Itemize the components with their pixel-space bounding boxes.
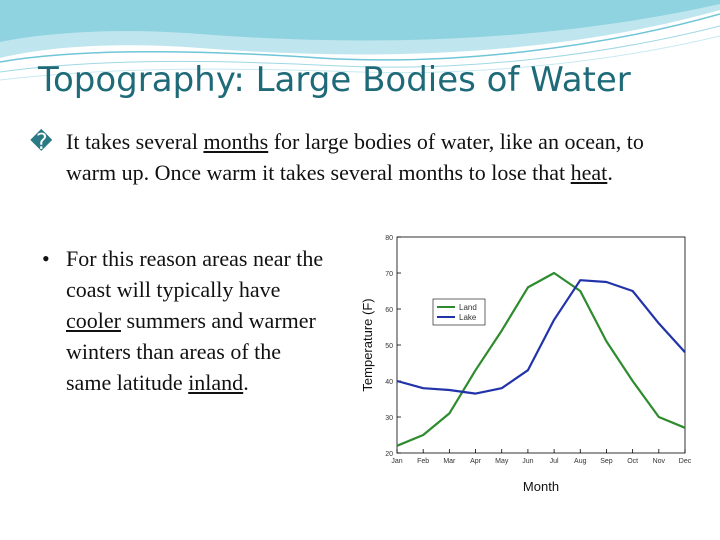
x-tick-label: Oct xyxy=(627,458,638,465)
y-tick-label: 30 xyxy=(385,415,393,422)
x-axis-label: Month xyxy=(523,479,559,494)
underlined-inland: inland xyxy=(188,370,244,395)
temperature-chart-svg: 20 30 40 50 60 70 80 Jan Feb Mar Apr May Jun Jul Aug Se… xyxy=(360,235,692,494)
bullet-text: For this reason areas near the coast wil… xyxy=(66,246,324,395)
x-tick-label: Feb xyxy=(417,458,429,465)
y-tick-label: 60 xyxy=(385,307,393,314)
x-tick-label: Sep xyxy=(600,458,613,465)
y-tick-label: 70 xyxy=(385,271,393,278)
y-tick-label: 80 xyxy=(385,235,393,242)
series-line-lake xyxy=(396,279,686,395)
x-tick-label: Jan xyxy=(391,458,402,465)
legend-box xyxy=(432,298,486,326)
underlined-months: months xyxy=(203,129,269,154)
underlined-heat: heat xyxy=(570,160,608,185)
x-tick-label: Aug xyxy=(574,458,587,465)
bullet-text: It takes several months for large bodies… xyxy=(66,129,644,185)
x-tick-label: Nov xyxy=(653,458,666,465)
header-wave-decoration xyxy=(0,0,720,81)
x-tick-label: May xyxy=(495,458,509,465)
bullet-ocean-warming: � It takes several months for large bodi… xyxy=(30,126,680,188)
y-tick-label: 50 xyxy=(385,343,393,350)
bullet-dot: • xyxy=(42,246,50,271)
temperature-chart: 20 30 40 50 60 70 80 Jan Feb Mar Apr May Jun Jul Aug Se… xyxy=(355,217,697,497)
y-tick-label: 40 xyxy=(385,379,393,386)
y-tick-label: 20 xyxy=(385,451,393,458)
y-axis-label: Temperature (F) xyxy=(360,298,375,391)
legend-label-lake: Lake xyxy=(459,313,477,322)
series-line-land xyxy=(396,271,686,447)
slide-title: Topography: Large Bodies of Water xyxy=(38,60,631,100)
bullet-glyph: � xyxy=(30,129,53,154)
x-tick-label: Dec xyxy=(679,458,692,465)
underlined-cooler: cooler xyxy=(66,308,121,333)
x-tick-label: Jun xyxy=(522,458,533,465)
x-tick-label: Apr xyxy=(470,458,482,465)
bullet-coastal-climate: • For this reason areas near the coast w… xyxy=(30,243,330,398)
x-tick-label: Jul xyxy=(550,458,559,465)
x-tick-label: Mar xyxy=(443,458,456,465)
legend-label-land: Land xyxy=(459,303,477,312)
